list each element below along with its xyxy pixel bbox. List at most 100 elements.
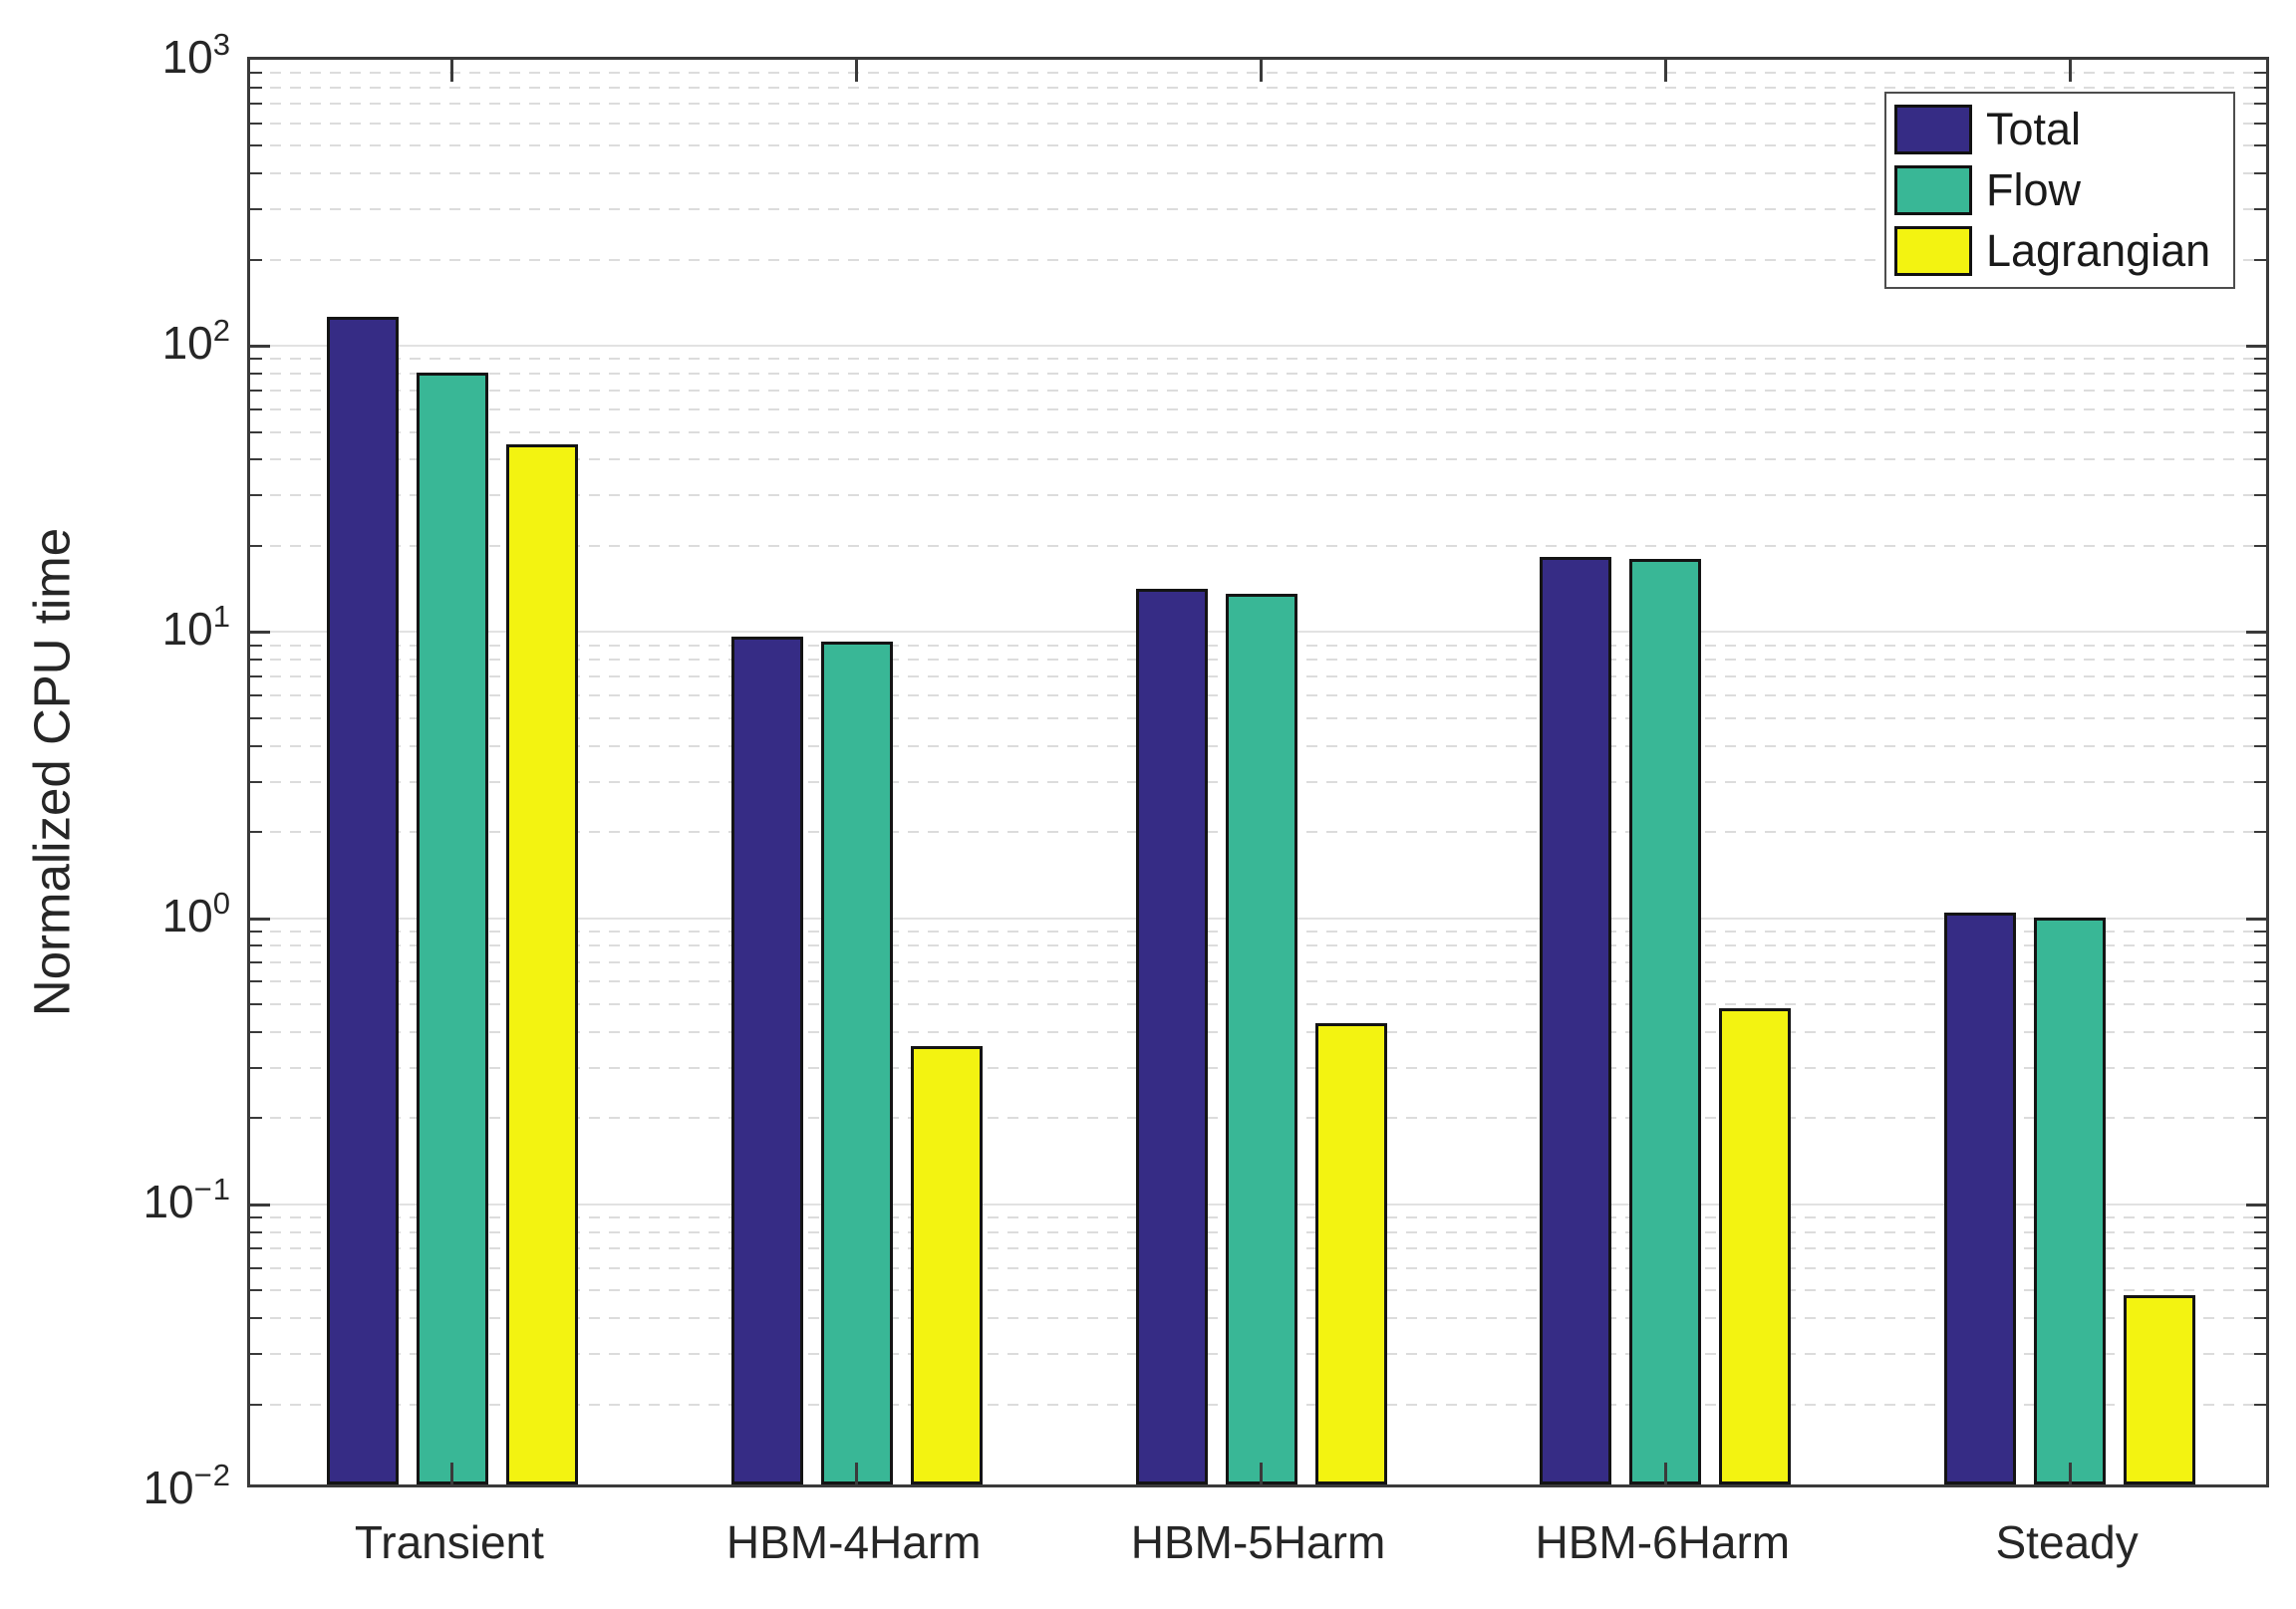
- y-minor-tick-right: [2254, 389, 2266, 392]
- bar-total-3: [1540, 556, 1612, 1484]
- y-tick-exponent: 2: [212, 313, 231, 349]
- y-minor-tick-left: [250, 1003, 262, 1006]
- y-minor-tick-right: [2254, 780, 2266, 783]
- bar-lagrangian-1: [910, 1046, 983, 1484]
- y-minor-tick-left: [250, 389, 262, 392]
- x-tick-bottom: [855, 1463, 859, 1484]
- y-minor-tick-right: [2254, 458, 2266, 461]
- y-minor-tick-right: [2254, 208, 2266, 211]
- bar-lagrangian-4: [2124, 1294, 2196, 1484]
- y-tick-label: 10−1: [62, 1172, 231, 1231]
- y-minor-tick-left: [250, 674, 262, 677]
- y-tick-exponent: 0: [212, 885, 231, 921]
- y-minor-tick-right: [2254, 1003, 2266, 1006]
- y-minor-tick-right: [2254, 930, 2266, 933]
- y-tick-base: 10: [143, 1175, 194, 1227]
- y-minor-tick-right: [2254, 544, 2266, 547]
- x-tick-top: [1663, 60, 1667, 82]
- y-minor-tick-left: [250, 1403, 262, 1406]
- y-minor-tick-right: [2254, 72, 2266, 75]
- y-minor-tick-left: [250, 72, 262, 75]
- y-major-tick-left: [250, 1203, 270, 1207]
- legend-row: Lagrangian: [1886, 223, 2233, 279]
- y-tick-base: 10: [161, 317, 213, 370]
- y-minor-tick-right: [2254, 258, 2266, 261]
- bar-flow-0: [416, 372, 488, 1484]
- y-minor-tick-left: [250, 1030, 262, 1033]
- y-minor-tick-left: [250, 407, 262, 410]
- minor-gridline: [250, 72, 2266, 75]
- y-minor-tick-right: [2254, 358, 2266, 361]
- y-minor-tick-left: [250, 86, 262, 89]
- y-minor-tick-right: [2254, 494, 2266, 497]
- y-minor-tick-left: [250, 172, 262, 175]
- y-minor-tick-left: [250, 1289, 262, 1292]
- y-tick-label: 100: [62, 886, 231, 945]
- y-minor-tick-right: [2254, 1117, 2266, 1120]
- y-tick-label: 101: [62, 599, 231, 659]
- y-minor-tick-left: [250, 103, 262, 106]
- y-minor-tick-right: [2254, 172, 2266, 175]
- x-tick-top: [2068, 60, 2072, 82]
- y-minor-tick-right: [2254, 980, 2266, 983]
- bar-total-0: [326, 317, 399, 1484]
- bar-flow-4: [2034, 917, 2107, 1484]
- y-major-tick-right: [2246, 631, 2266, 635]
- minor-gridline: [250, 172, 2266, 175]
- minor-gridline: [250, 258, 2266, 261]
- y-minor-tick-left: [250, 208, 262, 211]
- minor-gridline: [250, 358, 2266, 361]
- y-minor-tick-left: [250, 980, 262, 983]
- y-minor-tick-right: [2254, 430, 2266, 433]
- y-tick-base: 10: [161, 603, 213, 656]
- y-tick-exponent: −1: [193, 1171, 231, 1207]
- minor-gridline: [250, 544, 2266, 547]
- legend-label: Lagrangian: [1986, 224, 2211, 276]
- legend-row: Flow: [1886, 162, 2233, 218]
- x-tick-bottom: [1663, 1463, 1667, 1484]
- y-minor-tick-right: [2254, 961, 2266, 964]
- y-minor-tick-right: [2254, 1352, 2266, 1355]
- y-minor-tick-left: [250, 744, 262, 747]
- y-minor-tick-right: [2254, 659, 2266, 662]
- legend-label: Total: [1986, 104, 2082, 155]
- major-gridline: [250, 345, 2266, 348]
- y-tick-exponent: 1: [212, 599, 231, 635]
- y-minor-tick-right: [2254, 1066, 2266, 1069]
- y-minor-tick-right: [2254, 1317, 2266, 1320]
- y-minor-tick-right: [2254, 86, 2266, 89]
- y-minor-tick-left: [250, 258, 262, 261]
- minor-gridline: [250, 494, 2266, 497]
- minor-gridline: [250, 389, 2266, 392]
- y-minor-tick-left: [250, 944, 262, 947]
- bar-flow-1: [820, 642, 893, 1484]
- y-minor-tick-left: [250, 122, 262, 125]
- y-minor-tick-right: [2254, 1266, 2266, 1269]
- y-minor-tick-right: [2254, 407, 2266, 410]
- x-tick-label: HBM-4Harm: [725, 1516, 982, 1568]
- bar-lagrangian-3: [1719, 1008, 1792, 1484]
- y-major-tick-right: [2246, 917, 2266, 921]
- y-minor-tick-left: [250, 1352, 262, 1355]
- y-tick-exponent: −2: [193, 1458, 231, 1492]
- y-minor-tick-left: [250, 373, 262, 376]
- y-minor-tick-right: [2254, 1403, 2266, 1406]
- bar-total-1: [730, 636, 803, 1484]
- y-minor-tick-left: [250, 1266, 262, 1269]
- y-minor-tick-left: [250, 430, 262, 433]
- y-major-tick-left: [250, 631, 270, 635]
- y-minor-tick-right: [2254, 373, 2266, 376]
- y-minor-tick-left: [250, 716, 262, 719]
- bar-flow-3: [1629, 558, 1702, 1484]
- minor-gridline: [250, 144, 2266, 147]
- x-tick-label: HBM-5Harm: [1130, 1516, 1386, 1568]
- x-tick-label: HBM-6Harm: [1535, 1516, 1791, 1568]
- x-tick-bottom: [2068, 1463, 2072, 1484]
- minor-gridline: [250, 208, 2266, 211]
- y-major-tick-left: [250, 345, 270, 349]
- y-minor-tick-left: [250, 930, 262, 933]
- y-minor-tick-right: [2254, 831, 2266, 834]
- y-minor-tick-left: [250, 644, 262, 647]
- y-minor-tick-left: [250, 458, 262, 461]
- y-minor-tick-right: [2254, 1247, 2266, 1250]
